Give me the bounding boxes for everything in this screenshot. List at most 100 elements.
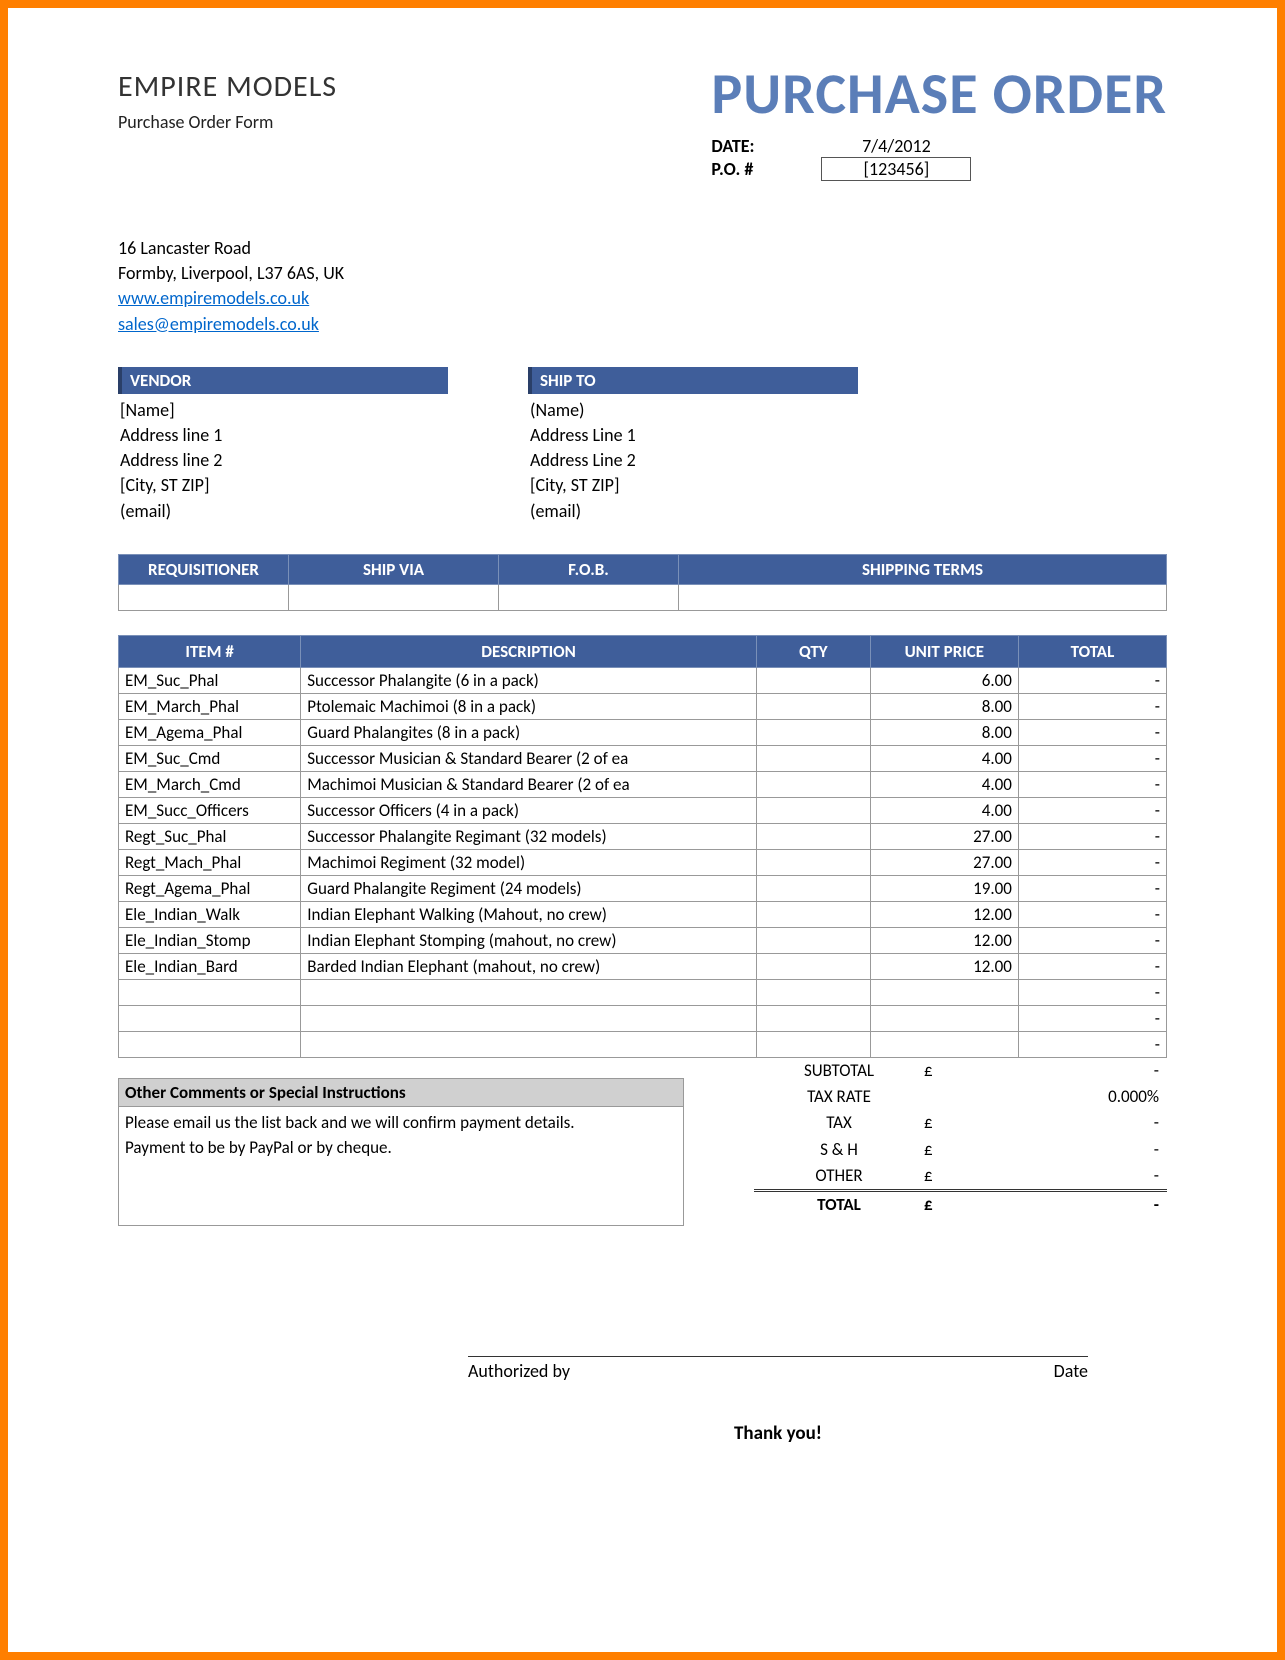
item-price: 19.00 <box>870 875 1018 901</box>
item-total: - <box>1018 797 1166 823</box>
item-description: Indian Elephant Stomping (mahout, no cre… <box>301 927 757 953</box>
item-description: Successor Phalangite (6 in a pack) <box>301 667 757 693</box>
vendor-header: VENDOR <box>118 367 448 394</box>
items-header-desc: DESCRIPTION <box>301 635 757 667</box>
item-code: EM_Agema_Phal <box>119 719 301 745</box>
address-line2: Formby, Liverpool, L37 6AS, UK <box>118 261 1167 286</box>
item-qty[interactable] <box>756 1031 870 1057</box>
item-price: 27.00 <box>870 823 1018 849</box>
item-qty[interactable] <box>756 745 870 771</box>
po-number-value[interactable]: [123456] <box>821 157 971 181</box>
shipto-addr2[interactable]: Address Line 2 <box>530 448 858 473</box>
other-label: OTHER <box>754 1163 924 1189</box>
vendor-addr2[interactable]: Address line 2 <box>120 448 448 473</box>
table-row: EM_Agema_PhalGuard Phalangites (8 in a p… <box>119 719 1167 745</box>
table-row: EM_Suc_CmdSuccessor Musician & Standard … <box>119 745 1167 771</box>
item-code: Regt_Mach_Phal <box>119 849 301 875</box>
shipto-city[interactable]: [City, ST ZIP] <box>530 473 858 498</box>
item-qty[interactable] <box>756 875 870 901</box>
sh-value: - <box>964 1137 1167 1163</box>
signature-block: Authorized by Date <box>468 1356 1088 1382</box>
company-block: EMPIRE MODELS Purchase Order Form <box>118 68 337 133</box>
comments-body[interactable]: Please email us the list back and we wil… <box>118 1106 684 1226</box>
item-price: 12.00 <box>870 901 1018 927</box>
shipinfo-cell[interactable] <box>289 584 499 610</box>
other-currency: £ <box>924 1163 964 1189</box>
table-row: - <box>119 979 1167 1005</box>
item-price: 27.00 <box>870 849 1018 875</box>
shipto-addr1[interactable]: Address Line 1 <box>530 423 858 448</box>
item-description: Ptolemaic Machimoi (8 in a pack) <box>301 693 757 719</box>
item-qty[interactable] <box>756 927 870 953</box>
item-price: 4.00 <box>870 745 1018 771</box>
table-row: Ele_Indian_WalkIndian Elephant Walking (… <box>119 901 1167 927</box>
item-total: - <box>1018 901 1166 927</box>
comments-line1: Please email us the list back and we wil… <box>125 1110 677 1136</box>
signature-date-label: Date <box>1054 1360 1088 1382</box>
item-price: 12.00 <box>870 927 1018 953</box>
shipinfo-header: F.O.B. <box>499 554 679 584</box>
item-qty[interactable] <box>756 693 870 719</box>
subtotal-label: SUBTOTAL <box>754 1058 924 1084</box>
taxrate-row: TAX RATE 0.000% <box>754 1084 1167 1110</box>
item-price: 4.00 <box>870 771 1018 797</box>
table-row: - <box>119 1005 1167 1031</box>
item-total: - <box>1018 927 1166 953</box>
po-number-label: P.O. # <box>711 158 821 180</box>
website-link[interactable]: www.empiremodels.co.uk <box>118 287 309 309</box>
item-description: Successor Phalangite Regimant (32 models… <box>301 823 757 849</box>
subtotal-currency: £ <box>924 1058 964 1084</box>
tax-row: TAX £ - <box>754 1110 1167 1136</box>
table-row: EM_March_CmdMachimoi Musician & Standard… <box>119 771 1167 797</box>
company-address: 16 Lancaster Road Formby, Liverpool, L37… <box>118 236 1167 337</box>
sh-label: S & H <box>754 1137 924 1163</box>
po-number-row: P.O. # [123456] <box>711 157 1167 181</box>
vendor-city[interactable]: [City, ST ZIP] <box>120 473 448 498</box>
item-total: - <box>1018 1005 1166 1031</box>
shipto-header: SHIP TO <box>528 367 858 394</box>
shipinfo-cell[interactable] <box>119 584 289 610</box>
item-qty[interactable] <box>756 849 870 875</box>
item-code: EM_March_Phal <box>119 693 301 719</box>
item-qty[interactable] <box>756 1005 870 1031</box>
shipping-info-table: REQUISITIONERSHIP VIAF.O.B.SHIPPING TERM… <box>118 554 1167 611</box>
item-description: Guard Phalangites (8 in a pack) <box>301 719 757 745</box>
item-qty[interactable] <box>756 771 870 797</box>
item-description: Indian Elephant Walking (Mahout, no crew… <box>301 901 757 927</box>
comments-line2: Payment to be by PayPal or by cheque. <box>125 1135 677 1161</box>
item-price <box>870 1031 1018 1057</box>
items-header-item: ITEM # <box>119 635 301 667</box>
item-qty[interactable] <box>756 953 870 979</box>
email-link[interactable]: sales@empiremodels.co.uk <box>118 313 319 335</box>
vendor-email[interactable]: (email) <box>120 499 448 524</box>
vendor-name[interactable]: [Name] <box>120 398 448 423</box>
item-qty[interactable] <box>756 901 870 927</box>
page-frame: EMPIRE MODELS Purchase Order Form PURCHA… <box>0 0 1285 1660</box>
shipinfo-header: SHIPPING TERMS <box>679 554 1167 584</box>
shipinfo-cell[interactable] <box>679 584 1167 610</box>
date-label: DATE: <box>711 135 821 157</box>
item-qty[interactable] <box>756 979 870 1005</box>
item-description: Successor Officers (4 in a pack) <box>301 797 757 823</box>
total-currency: £ <box>924 1192 964 1218</box>
tax-value: - <box>964 1110 1167 1136</box>
shipto-name[interactable]: (Name) <box>530 398 858 423</box>
shipinfo-header: REQUISITIONER <box>119 554 289 584</box>
item-code: EM_Suc_Phal <box>119 667 301 693</box>
item-qty[interactable] <box>756 797 870 823</box>
item-description <box>301 1005 757 1031</box>
item-qty[interactable] <box>756 823 870 849</box>
shipinfo-header: SHIP VIA <box>289 554 499 584</box>
item-code: EM_Succ_Officers <box>119 797 301 823</box>
shipinfo-cell[interactable] <box>499 584 679 610</box>
item-total: - <box>1018 1031 1166 1057</box>
vendor-addr1[interactable]: Address line 1 <box>120 423 448 448</box>
item-description: Machimoi Regiment (32 model) <box>301 849 757 875</box>
item-qty[interactable] <box>756 667 870 693</box>
item-description: Barded Indian Elephant (mahout, no crew) <box>301 953 757 979</box>
item-qty[interactable] <box>756 719 870 745</box>
table-row: Regt_Mach_PhalMachimoi Regiment (32 mode… <box>119 849 1167 875</box>
shipto-email[interactable]: (email) <box>530 499 858 524</box>
vendor-body: [Name] Address line 1 Address line 2 [Ci… <box>118 394 448 524</box>
item-price: 8.00 <box>870 719 1018 745</box>
